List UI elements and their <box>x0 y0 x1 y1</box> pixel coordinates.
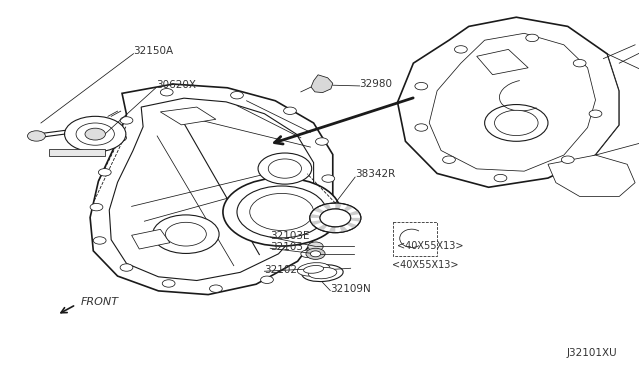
Circle shape <box>120 264 133 271</box>
Circle shape <box>114 134 127 141</box>
Circle shape <box>166 222 206 246</box>
Circle shape <box>90 203 103 211</box>
Polygon shape <box>477 49 528 75</box>
Circle shape <box>209 285 222 292</box>
Polygon shape <box>548 155 635 196</box>
Circle shape <box>495 110 538 135</box>
Text: <40X55X13>: <40X55X13> <box>397 241 463 251</box>
Circle shape <box>310 251 321 257</box>
Circle shape <box>76 123 115 145</box>
Circle shape <box>316 138 328 145</box>
Circle shape <box>223 178 340 246</box>
Polygon shape <box>49 149 105 156</box>
Polygon shape <box>132 230 170 249</box>
Wedge shape <box>317 224 328 231</box>
Circle shape <box>306 248 325 259</box>
Wedge shape <box>343 205 353 212</box>
Circle shape <box>415 124 428 131</box>
Wedge shape <box>323 203 332 210</box>
Text: 30620X: 30620X <box>156 80 196 90</box>
Circle shape <box>93 237 106 244</box>
Circle shape <box>85 128 106 140</box>
Circle shape <box>310 203 361 233</box>
Circle shape <box>28 131 45 141</box>
Circle shape <box>415 83 428 90</box>
Circle shape <box>161 89 173 96</box>
Wedge shape <box>313 208 324 214</box>
Circle shape <box>589 110 602 118</box>
Circle shape <box>301 250 314 257</box>
Ellipse shape <box>308 267 337 279</box>
Circle shape <box>573 60 586 67</box>
Circle shape <box>320 209 351 227</box>
Text: 32150A: 32150A <box>134 46 173 56</box>
Wedge shape <box>310 214 321 218</box>
Text: 32980: 32980 <box>360 79 392 89</box>
Wedge shape <box>346 222 358 228</box>
Circle shape <box>484 105 548 141</box>
Text: 38342R: 38342R <box>355 169 396 179</box>
Circle shape <box>316 216 328 223</box>
FancyBboxPatch shape <box>394 222 437 256</box>
Wedge shape <box>349 211 360 215</box>
Ellipse shape <box>298 263 330 276</box>
Polygon shape <box>397 17 620 187</box>
Polygon shape <box>161 107 216 125</box>
Circle shape <box>250 193 314 231</box>
Circle shape <box>99 169 111 176</box>
Circle shape <box>454 46 467 53</box>
Text: 32109N: 32109N <box>330 284 371 294</box>
Wedge shape <box>329 227 335 233</box>
Text: 32103: 32103 <box>270 242 303 252</box>
Wedge shape <box>310 220 322 225</box>
Circle shape <box>153 215 219 253</box>
Circle shape <box>308 242 323 251</box>
Circle shape <box>443 156 456 163</box>
Polygon shape <box>311 75 333 93</box>
Circle shape <box>65 116 126 152</box>
Wedge shape <box>335 203 342 209</box>
Circle shape <box>526 34 538 42</box>
Text: <40X55X13>: <40X55X13> <box>392 260 459 270</box>
Text: 32102: 32102 <box>264 265 298 275</box>
Circle shape <box>268 159 301 178</box>
Circle shape <box>284 107 296 115</box>
Circle shape <box>561 156 574 163</box>
Circle shape <box>260 276 273 283</box>
Ellipse shape <box>303 266 324 273</box>
Circle shape <box>120 117 133 124</box>
Wedge shape <box>339 225 348 232</box>
Ellipse shape <box>302 264 343 282</box>
Circle shape <box>320 209 351 227</box>
Polygon shape <box>595 54 640 155</box>
Text: J32101XU: J32101XU <box>566 348 617 358</box>
Circle shape <box>163 280 175 287</box>
Polygon shape <box>90 84 333 295</box>
Circle shape <box>258 153 312 184</box>
Circle shape <box>494 174 507 182</box>
Circle shape <box>237 186 326 238</box>
Circle shape <box>322 175 335 182</box>
Text: FRONT: FRONT <box>81 296 118 307</box>
Circle shape <box>230 92 243 99</box>
Text: 32103E: 32103E <box>270 231 310 241</box>
Wedge shape <box>350 218 361 222</box>
